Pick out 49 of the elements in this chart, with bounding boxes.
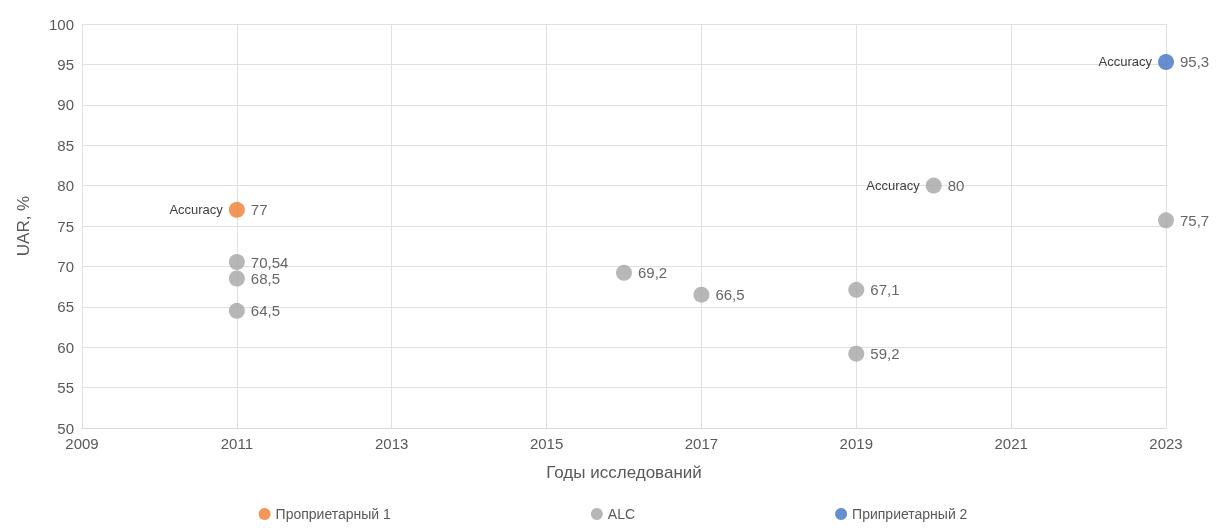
point xyxy=(228,201,245,218)
y-tick-label: 65 xyxy=(57,298,74,316)
y-tick-label: 90 xyxy=(57,96,74,114)
annotation: Accuracy xyxy=(866,178,921,194)
x-axis-title: Годы исследований xyxy=(546,463,702,482)
data-label: 66,5 xyxy=(715,286,745,304)
data-label: 67,1 xyxy=(870,281,900,299)
y-tick-label: 75 xyxy=(57,217,74,235)
point xyxy=(1158,53,1174,70)
x-tick-label: 2011 xyxy=(220,435,253,452)
data-label: 80 xyxy=(947,177,965,195)
point xyxy=(1158,212,1174,229)
x-tick-label: 2013 xyxy=(375,435,409,452)
point xyxy=(848,281,865,298)
data-label: 59,2 xyxy=(870,345,900,363)
x-tick-label: 2019 xyxy=(839,435,873,452)
point xyxy=(693,286,710,303)
point xyxy=(228,302,245,319)
data-label: 64,5 xyxy=(250,302,281,320)
data-label: 69,2 xyxy=(638,264,668,282)
legend-label: Приприетарный 2 xyxy=(852,506,968,522)
legend-label: ALC xyxy=(607,506,636,522)
data-label: 95,3 xyxy=(1180,53,1210,71)
data-label: 68,5 xyxy=(250,270,281,288)
point xyxy=(925,177,942,194)
point xyxy=(616,264,632,281)
y-tick-label: 95 xyxy=(57,55,74,73)
y-tick-label: 85 xyxy=(57,136,74,154)
y-tick-label: 50 xyxy=(57,419,74,437)
point xyxy=(848,345,865,362)
x-tick-label: 2015 xyxy=(529,435,564,452)
data-label: 70,54 xyxy=(250,253,289,271)
y-tick-label: 60 xyxy=(57,338,74,356)
data-label: 75,7 xyxy=(1180,211,1210,229)
annotation: Accuracy xyxy=(169,202,224,218)
x-tick-label: 2021 xyxy=(994,435,1028,452)
x-tick-label: 2009 xyxy=(65,435,99,452)
y-axis-title: UAR, % xyxy=(14,195,33,257)
annotation: Accuracy xyxy=(1098,54,1153,70)
point xyxy=(228,270,245,287)
legend-label: Проприетарный 1 xyxy=(275,506,392,522)
x-tick-label: 2017 xyxy=(684,435,719,452)
y-tick-label: 100 xyxy=(48,15,74,33)
data-label: 77 xyxy=(250,201,268,219)
y-tick-label: 80 xyxy=(57,177,74,195)
y-tick-label: 55 xyxy=(57,379,74,397)
y-tick-label: 70 xyxy=(57,257,74,275)
x-tick-label: 2023 xyxy=(1149,435,1183,452)
point xyxy=(228,254,245,271)
